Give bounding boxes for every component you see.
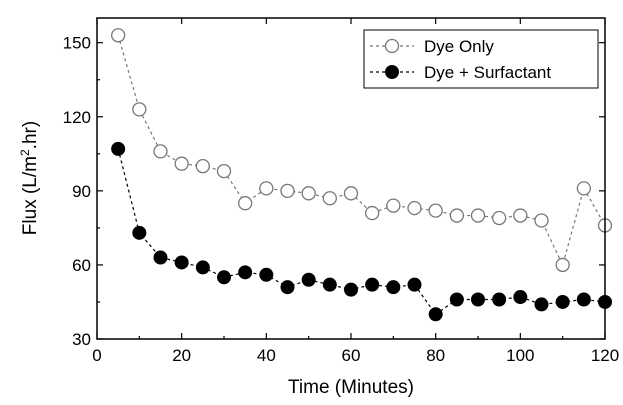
y-tick-label: 150: [63, 34, 91, 53]
data-point-dye-surfactant: [344, 282, 358, 297]
data-point-dye-only: [111, 28, 126, 43]
series-line-dye-surfactant: [117, 148, 606, 316]
y-axis-title-tail: .hr): [20, 121, 41, 150]
y-axis-title-superscript: 2: [18, 149, 32, 156]
x-tick-label: 60: [342, 346, 361, 365]
legend: Dye Only Dye + Surfactant: [363, 29, 599, 89]
data-point-dye-surfactant: [492, 292, 507, 307]
data-point-dye-surfactant: [259, 267, 274, 282]
data-point-dye-only: [216, 163, 232, 179]
data-point-dye-surfactant: [174, 255, 189, 270]
data-point-dye-only: [470, 208, 486, 223]
y-tick-label: 120: [63, 108, 91, 127]
data-point-dye-surfactant: [576, 292, 591, 307]
x-tick-label: 100: [506, 346, 534, 365]
legend-label-dye-surfactant: Dye + Surfactant: [424, 63, 551, 82]
data-point-dye-surfactant: [534, 297, 549, 312]
data-point-dye-surfactant: [238, 265, 253, 280]
legend-marker-dye-surfactant: [385, 65, 399, 79]
y-axis-title: Flux (L/m2.hr): [18, 121, 41, 235]
data-point-dye-only: [365, 205, 380, 221]
data-point-dye-only: [280, 183, 295, 198]
data-point-dye-surfactant: [132, 225, 147, 240]
data-point-dye-surfactant: [365, 277, 380, 292]
x-axis-title: Time (Minutes): [288, 377, 414, 398]
data-point-dye-only: [238, 196, 253, 211]
data-point-dye-surfactant: [386, 280, 401, 295]
data-point-dye-surfactant: [280, 280, 295, 295]
data-point-dye-surfactant: [513, 290, 528, 305]
x-tick-label: 80: [426, 346, 445, 365]
legend-label-dye-only: Dye Only: [424, 37, 494, 56]
data-point-dye-surfactant: [322, 277, 337, 292]
data-point-dye-only: [555, 257, 570, 273]
data-point-dye-surfactant: [555, 294, 570, 309]
data-point-dye-only: [449, 208, 464, 223]
data-point-dye-only: [386, 198, 401, 213]
x-tick-label: 20: [172, 346, 191, 365]
data-point-dye-only: [153, 144, 168, 159]
data-point-dye-only: [407, 200, 422, 216]
plot-area: [111, 28, 613, 322]
data-point-dye-surfactant: [301, 272, 316, 287]
legend-box: [363, 29, 599, 89]
series-line-dye-only: [117, 35, 606, 267]
y-tick-label: 60: [72, 256, 91, 275]
data-point-dye-only: [132, 102, 147, 117]
data-point-dye-surfactant: [217, 270, 231, 285]
data-point-dye-only: [322, 191, 337, 206]
data-point-dye-surfactant: [428, 307, 443, 322]
x-tick-label: 120: [591, 346, 619, 365]
data-point-dye-only: [343, 186, 359, 201]
data-point-dye-only: [301, 186, 316, 201]
data-point-dye-surfactant: [471, 292, 485, 307]
data-point-dye-surfactant: [407, 277, 422, 292]
data-point-dye-only: [513, 208, 528, 223]
data-point-dye-surfactant: [111, 141, 126, 156]
data-point-dye-surfactant: [153, 250, 168, 265]
data-point-dye-only: [492, 210, 507, 226]
data-point-dye-only: [534, 213, 549, 228]
axis-ticks: 0 20 40 60 80 100 120 30 60 90 120 150: [63, 18, 619, 365]
data-point-dye-surfactant: [449, 292, 464, 307]
data-point-dye-surfactant: [195, 260, 210, 275]
data-point-dye-only: [576, 181, 591, 196]
y-tick-label: 30: [72, 330, 91, 349]
data-point-dye-only: [195, 159, 210, 174]
data-point-dye-only: [259, 181, 274, 196]
data-point-dye-only: [174, 156, 189, 171]
y-axis-title-main: Flux (L/m: [20, 156, 41, 235]
data-point-dye-only: [428, 203, 443, 218]
x-tick-label: 40: [257, 346, 276, 365]
y-tick-label: 90: [72, 182, 91, 201]
x-tick-label: 0: [92, 346, 101, 365]
legend-marker-dye-only: [384, 38, 400, 54]
